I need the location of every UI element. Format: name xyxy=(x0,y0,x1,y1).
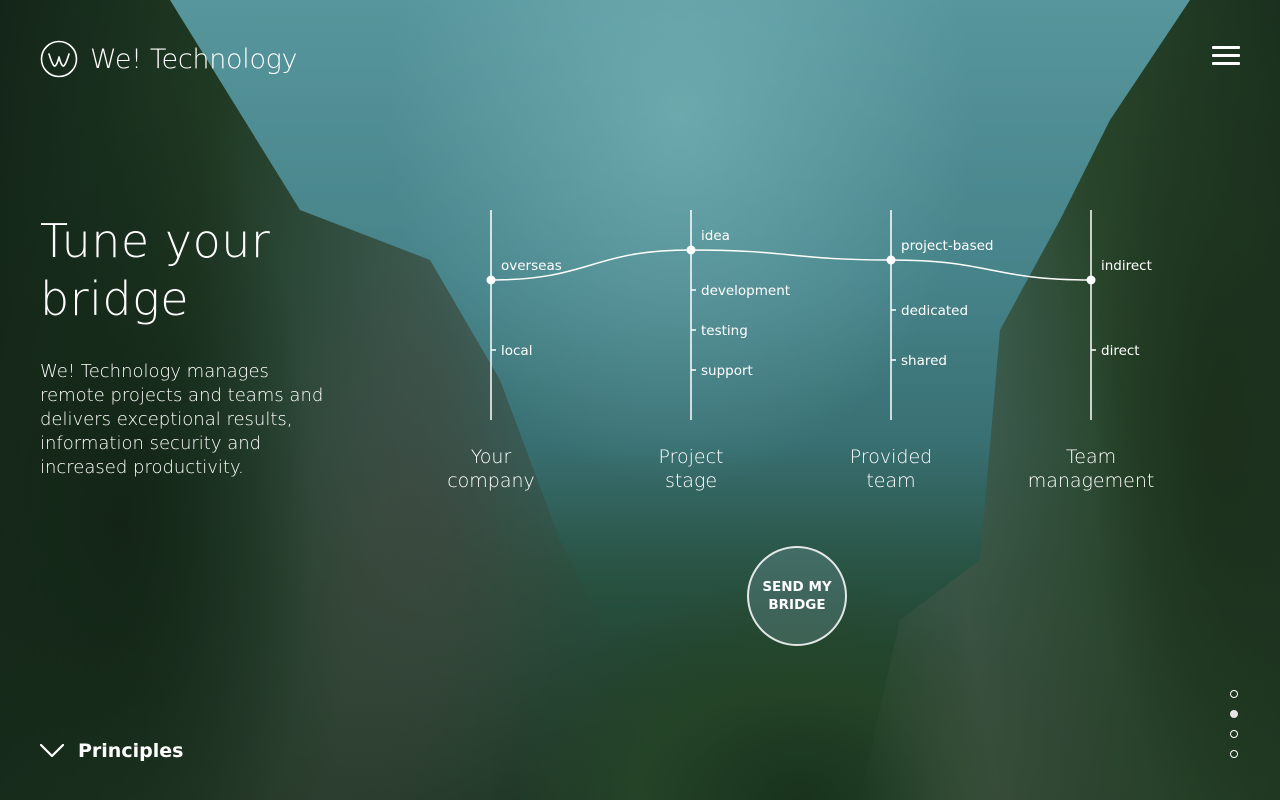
option-label: testing xyxy=(701,323,748,339)
pagination-dot[interactable] xyxy=(1230,750,1238,758)
principles-link[interactable]: Principles xyxy=(40,740,183,762)
option-label: idea xyxy=(701,228,730,244)
option-overseas[interactable]: overseas xyxy=(501,258,562,274)
option-project-based[interactable]: project-based xyxy=(901,238,993,254)
selection-path xyxy=(490,249,1092,281)
option-label: project-based xyxy=(901,238,993,254)
selection-handle[interactable] xyxy=(686,245,696,255)
option-support[interactable]: support xyxy=(691,363,753,379)
option-direct[interactable]: direct xyxy=(1091,343,1140,359)
w-circle-logo-icon xyxy=(40,40,78,78)
hero-description: We! Technology manages remote projects a… xyxy=(40,361,324,478)
pagination-dot[interactable] xyxy=(1230,710,1238,718)
selection-curve xyxy=(486,245,1096,285)
configurator-rails xyxy=(490,210,1092,420)
chevron-down-icon xyxy=(40,744,64,758)
selection-handle[interactable] xyxy=(486,275,496,285)
option-testing[interactable]: testing xyxy=(691,323,748,339)
option-local[interactable]: local xyxy=(491,343,532,359)
option-label: direct xyxy=(1101,343,1140,359)
option-label: indirect xyxy=(1101,258,1152,274)
principles-label: Principles xyxy=(78,740,184,762)
column-label: Team management xyxy=(1027,446,1155,492)
pagination-dot[interactable] xyxy=(1230,730,1238,738)
send-bridge-button[interactable]: SEND MY BRIDGE xyxy=(747,546,847,646)
column-label: Provided team xyxy=(849,446,933,492)
option-shared[interactable]: shared xyxy=(891,353,947,369)
brand-name: We! Technology xyxy=(90,43,298,75)
option-label: support xyxy=(701,363,753,379)
column-label: Project stage xyxy=(658,446,724,492)
option-label: overseas xyxy=(501,258,562,274)
option-idea[interactable]: idea xyxy=(701,228,730,244)
pagination-dot[interactable] xyxy=(1230,690,1238,698)
option-dedicated[interactable]: dedicated xyxy=(891,303,968,319)
option-label: dedicated xyxy=(901,303,968,319)
option-label: shared xyxy=(901,353,947,369)
configurator-options: overseas local idea development testing suppo… xyxy=(491,228,1152,379)
option-development[interactable]: development xyxy=(691,283,790,299)
selection-handle[interactable] xyxy=(886,255,896,265)
option-label: local xyxy=(501,343,532,359)
column-label: Your company xyxy=(447,446,535,492)
hamburger-menu-icon[interactable] xyxy=(1212,46,1240,66)
brand-logo[interactable]: We! Technology xyxy=(40,40,298,78)
selection-handle[interactable] xyxy=(1086,275,1096,285)
page-title: Tune your bridge xyxy=(40,214,271,326)
option-label: development xyxy=(701,283,790,299)
option-indirect[interactable]: indirect xyxy=(1101,258,1152,274)
